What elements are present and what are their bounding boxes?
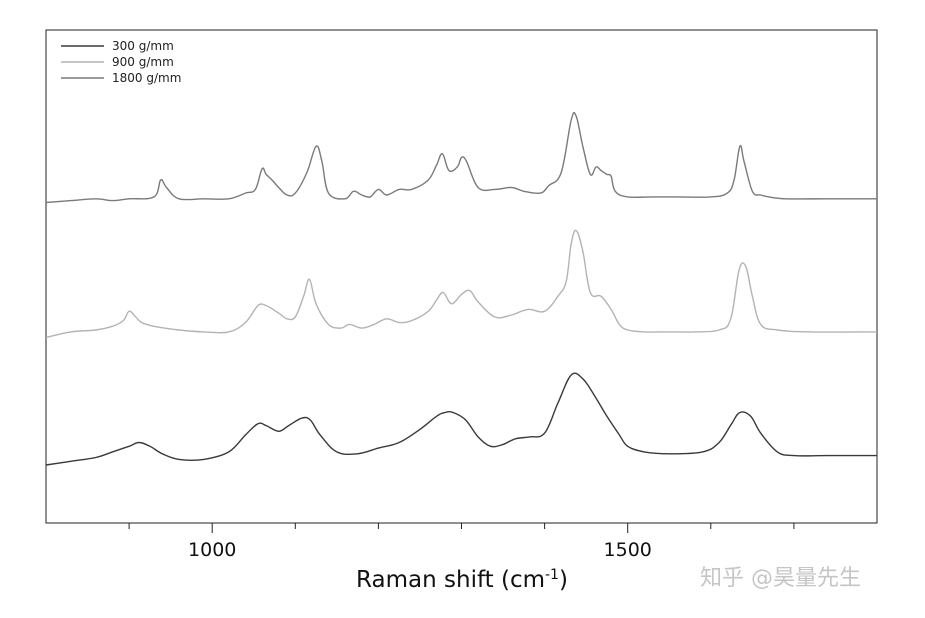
series-line-900-g-mm bbox=[45, 229, 878, 339]
legend-label: 900 g/mm bbox=[112, 55, 174, 69]
x-tick-label: 1000 bbox=[188, 539, 236, 561]
series-line-300-g-mm bbox=[45, 372, 877, 466]
x-axis-title: Raman shift (cm-1) bbox=[356, 567, 568, 593]
legend: 300 g/mm 900 g/mm 1800 g/mm bbox=[61, 39, 181, 85]
x-axis-tick-labels: 1000 1500 bbox=[188, 539, 652, 561]
x-tick-label: 1500 bbox=[604, 539, 652, 561]
x-axis-ticks bbox=[128, 523, 795, 533]
plot-frame bbox=[45, 29, 878, 524]
series-line-1800-g-mm bbox=[45, 111, 877, 204]
watermark-text: 知乎 @昊量先生 bbox=[700, 566, 861, 591]
spectrum-curves bbox=[45, 111, 878, 466]
legend-label: 300 g/mm bbox=[112, 39, 174, 53]
legend-label: 1800 g/mm bbox=[112, 71, 181, 85]
